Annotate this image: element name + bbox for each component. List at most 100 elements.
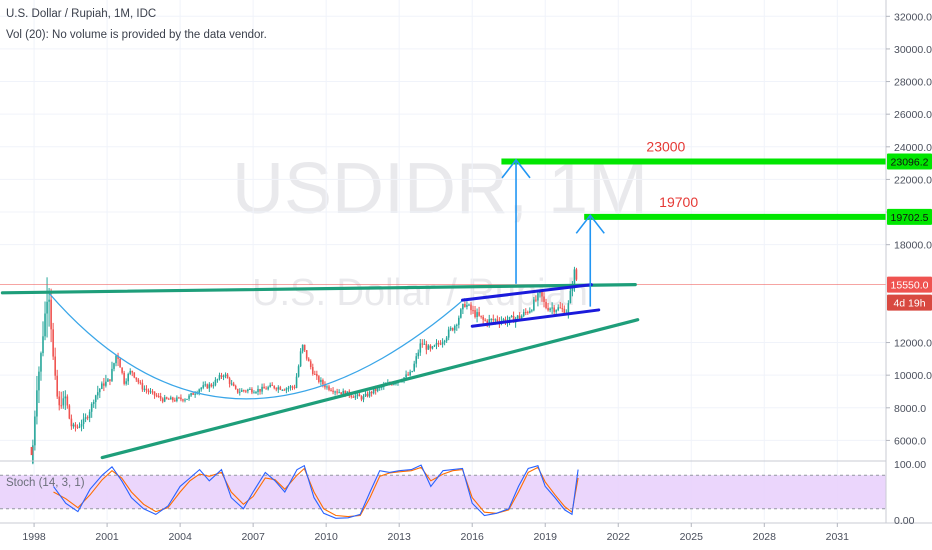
candle-body (472, 310, 474, 312)
candle-body (62, 398, 65, 406)
candle-body (56, 375, 59, 397)
candle-body (425, 343, 428, 350)
candle-body (393, 383, 395, 385)
candle-body (186, 398, 188, 400)
candle-body (165, 397, 168, 399)
stochastic-label[interactable]: Stoch (14, 3, 1) (6, 477, 85, 489)
candle-body (224, 374, 227, 377)
candle-body (318, 376, 320, 382)
candle-body (573, 269, 576, 287)
candle-body (324, 384, 326, 388)
candle-body (249, 389, 251, 391)
candle-body (98, 388, 101, 393)
x-tick-label: 2016 (461, 531, 485, 543)
candle-body (407, 374, 409, 376)
price-axis[interactable]: 32000.0 30000.0 28000.0 26000.0 24000.0 22000… (886, 11, 932, 447)
candle-body (283, 389, 286, 391)
target-label-2-bg (887, 208, 932, 225)
candle-body (204, 384, 207, 386)
x-tick-label: 1998 (22, 531, 46, 543)
candle-body (328, 386, 330, 390)
candle-body (299, 351, 302, 367)
candle-body (32, 445, 34, 464)
candle-body (494, 319, 497, 321)
candle-body (293, 387, 296, 389)
candle-body (490, 318, 493, 320)
candle-body (571, 286, 574, 291)
candle-body (447, 329, 450, 338)
candle-body (555, 310, 557, 312)
candle-body (236, 388, 239, 393)
candle-body (135, 377, 138, 380)
candle-body (476, 312, 478, 318)
candle-body (502, 319, 505, 321)
candle-body (119, 358, 121, 368)
target-annotation-2: 19700 (659, 194, 698, 210)
candle-body (74, 424, 77, 427)
candle-body (545, 301, 547, 308)
x-tick-label: 2001 (95, 531, 119, 543)
candle-body (184, 399, 186, 401)
candle-body (226, 374, 229, 379)
candle-body (344, 390, 347, 396)
candle-body (551, 307, 553, 309)
y-tick-label: 8000.0 (894, 403, 926, 415)
y-tick-label: 22000.0 (894, 174, 932, 186)
countdown-label-bg (887, 294, 932, 311)
candle-body (70, 418, 73, 427)
candle-body (350, 395, 353, 397)
candle-body (159, 396, 162, 399)
candle-body (464, 304, 466, 307)
trendline-support (100, 318, 640, 460)
x-tick-label: 2013 (388, 531, 412, 543)
candle-body (295, 376, 298, 388)
candle-body (395, 383, 397, 385)
candle-body (88, 411, 91, 418)
candle-body (147, 390, 150, 392)
candle-body (334, 391, 336, 393)
candle-body (314, 373, 316, 375)
candle-body (101, 383, 103, 389)
candle-body (214, 379, 217, 386)
candle-body (567, 303, 570, 314)
candle-body (575, 269, 578, 280)
candle-body (356, 394, 359, 396)
candle-body (257, 388, 259, 392)
candle-body (421, 343, 424, 345)
candle-body (297, 366, 300, 377)
x-tick-label: 2025 (680, 531, 704, 543)
candle-body (533, 299, 535, 311)
y-tick-label: 10000.0 (894, 370, 932, 382)
candle-body (139, 382, 142, 384)
candle-body (105, 381, 107, 386)
candle-body (332, 390, 334, 392)
candle-body (417, 352, 420, 357)
candle-body (230, 383, 233, 385)
drawings-layer[interactable]: 23000 19700 (0, 139, 886, 460)
osc-tick-label: 100.00 (894, 459, 926, 471)
candle-body (360, 396, 363, 400)
candle-body (458, 317, 460, 325)
candle-body (121, 367, 123, 373)
chart-title[interactable]: U.S. Dollar / Rupiah, 1M, IDC (6, 8, 157, 20)
candle-body (115, 355, 117, 364)
candle-body (569, 290, 572, 304)
candle-body (153, 391, 156, 396)
y-tick-label: 12000.0 (894, 338, 932, 350)
arrow-head-1 (501, 158, 531, 179)
candle-body (543, 296, 545, 302)
candle-body (370, 391, 373, 394)
candle-body (113, 363, 115, 369)
candle-body (155, 395, 158, 397)
candle-body (76, 426, 79, 428)
candle-body (194, 393, 196, 395)
candle-body (190, 393, 192, 396)
candle-body (149, 391, 152, 393)
candle-body (123, 372, 125, 384)
stochastic-pane (0, 464, 886, 519)
candle-body (303, 344, 306, 351)
candle-body (218, 375, 221, 380)
time-axis[interactable]: 1998 2001 2004 2007 2010 2013 2016 2019 2022 2025… (22, 523, 849, 543)
candle-body (291, 386, 294, 388)
